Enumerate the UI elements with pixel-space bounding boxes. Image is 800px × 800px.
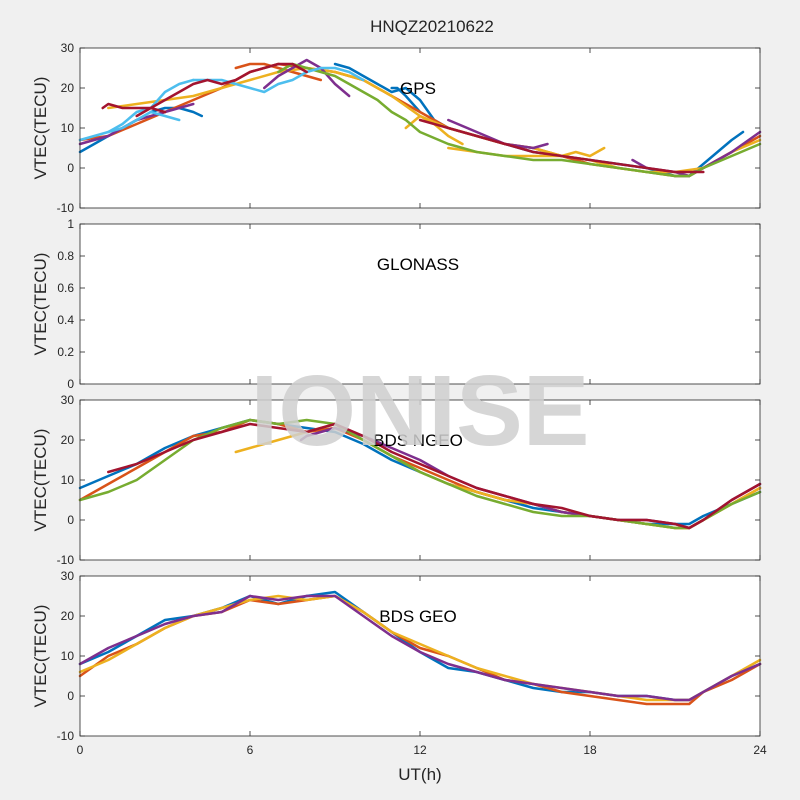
panel-label: BDS GEO <box>379 607 456 626</box>
panel-2: -10 0 10 20 30 BDS NGEO VTEC(TECU) <box>31 393 762 567</box>
y-tick-label: 30 <box>61 393 75 407</box>
series-group <box>78 58 762 178</box>
plot-area <box>80 224 760 384</box>
y-tick-label: 20 <box>61 609 75 623</box>
y-tick-label: 0 <box>67 689 74 703</box>
y-tick-label: 0.8 <box>57 249 74 263</box>
y-tick-label: 10 <box>61 473 75 487</box>
y-tick-label: 0 <box>67 377 74 391</box>
x-tick-label: 18 <box>583 743 597 757</box>
chart-title: HNQZ20210622 <box>370 17 494 36</box>
plot-area <box>80 48 760 208</box>
series-line-5 <box>107 422 762 530</box>
plot-area <box>80 400 760 560</box>
series-line-10 <box>262 58 351 98</box>
y-tick-label: 0.2 <box>57 345 74 359</box>
y-axis-label: VTEC(TECU) <box>31 253 50 356</box>
panel-0: -10 0 10 20 30 GPS VTEC(TECU) <box>31 41 762 215</box>
y-tick-label: 10 <box>61 649 75 663</box>
panel-label: GPS <box>400 79 436 98</box>
y-axis-label: VTEC(TECU) <box>31 429 50 532</box>
y-tick-label: 0 <box>67 161 74 175</box>
x-tick-label: 12 <box>413 743 427 757</box>
x-tick-label: 0 <box>77 743 84 757</box>
y-axis-label: VTEC(TECU) <box>31 605 50 708</box>
series-line-5 <box>234 62 323 82</box>
panel-label: BDS NGEO <box>373 431 463 450</box>
y-tick-label: -10 <box>57 553 75 567</box>
y-tick-label: 30 <box>61 41 75 55</box>
series-group <box>78 418 762 530</box>
panels: -100102030GPSVTEC(TECU)00.20.40.60.81GLO… <box>31 41 767 757</box>
plot-area <box>80 576 760 736</box>
series-line-17 <box>101 102 167 114</box>
series-line-3 <box>390 86 422 114</box>
panel-label: GLONASS <box>377 255 459 274</box>
series-line-15 <box>107 110 181 134</box>
series-line-3 <box>78 594 762 702</box>
series-line-19 <box>418 118 705 174</box>
y-tick-label: 1 <box>67 217 74 231</box>
x-axis-label: UT(h) <box>398 765 441 784</box>
watermark: IONISE <box>251 355 590 467</box>
y-tick-label: -10 <box>57 729 75 743</box>
series-line-14 <box>78 78 195 142</box>
series-group <box>78 590 762 706</box>
y-tick-label: -10 <box>57 201 75 215</box>
series-line-13 <box>277 62 762 178</box>
x-tick-label: 6 <box>247 743 254 757</box>
y-tick-label: 10 <box>61 121 75 135</box>
series-line-18 <box>135 62 308 118</box>
y-tick-label: 0.6 <box>57 281 74 295</box>
y-tick-label: 20 <box>61 433 75 447</box>
y-axis-label: VTEC(TECU) <box>31 77 50 180</box>
x-tick-label: 24 <box>753 743 767 757</box>
y-tick-label: 0 <box>67 513 74 527</box>
y-tick-label: 0.4 <box>57 313 74 327</box>
y-tick-label: 20 <box>61 81 75 95</box>
series-line-16 <box>192 66 365 94</box>
y-tick-label: 30 <box>61 569 75 583</box>
panel-1: 0 0.2 0.4 0.6 0.8 1 GLONASS VTEC(TECU) <box>31 217 761 391</box>
